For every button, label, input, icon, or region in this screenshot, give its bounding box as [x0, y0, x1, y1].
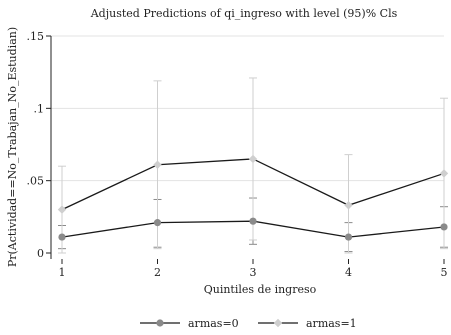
legend-marker — [156, 319, 164, 327]
legend-marker — [273, 318, 283, 328]
data-point — [248, 154, 258, 164]
y-axis-label: Pr(Actividad==No_Trabajan_No_Estudian) — [6, 27, 19, 267]
legend-item: armas=0 — [140, 317, 239, 330]
data-point — [153, 160, 162, 169]
y-ticks: 0 .05 .1 .15 — [27, 30, 51, 260]
x-tick-label: 1 — [59, 266, 66, 279]
legend: armas=0 armas=1 — [140, 317, 357, 330]
confidence-intervals — [58, 77, 448, 254]
y-tick-label: .1 — [34, 102, 45, 115]
legend-label: armas=0 — [188, 317, 239, 330]
x-tick-label: 5 — [441, 266, 448, 279]
gridlines — [51, 35, 444, 182]
data-points — [57, 154, 449, 241]
y-tick-label: 0 — [37, 247, 44, 260]
chart-title: Adjusted Predictions of qi_ingreso with … — [90, 7, 398, 20]
data-point — [57, 205, 67, 214]
y-tick-label: .05 — [27, 175, 45, 188]
x-axis-label: Quintiles de ingreso — [204, 283, 317, 296]
data-point — [344, 201, 353, 210]
x-ticks: 1 2 3 4 5 — [59, 259, 448, 279]
legend-label: armas=1 — [306, 317, 357, 330]
y-tick-label: .15 — [27, 30, 45, 43]
data-point — [440, 223, 448, 231]
data-point — [344, 233, 353, 241]
data-point — [439, 169, 449, 178]
x-tick-label: 3 — [250, 266, 257, 279]
data-point — [153, 219, 162, 227]
data-point — [249, 217, 257, 225]
legend-item: armas=1 — [258, 317, 357, 330]
x-tick-label: 2 — [154, 266, 161, 279]
data-point — [58, 233, 66, 241]
x-tick-label: 4 — [345, 266, 352, 279]
